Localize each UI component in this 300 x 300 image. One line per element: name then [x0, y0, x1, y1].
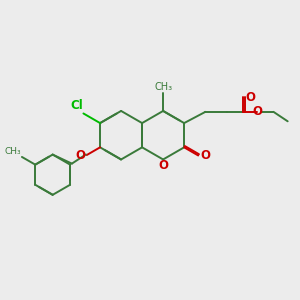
Text: CH₃: CH₃ [5, 147, 21, 156]
Text: O: O [252, 105, 262, 118]
Text: O: O [75, 148, 85, 161]
Text: Cl: Cl [70, 99, 83, 112]
Text: CH₃: CH₃ [154, 82, 172, 92]
Text: O: O [245, 91, 255, 103]
Text: O: O [158, 160, 168, 172]
Text: O: O [200, 149, 210, 162]
